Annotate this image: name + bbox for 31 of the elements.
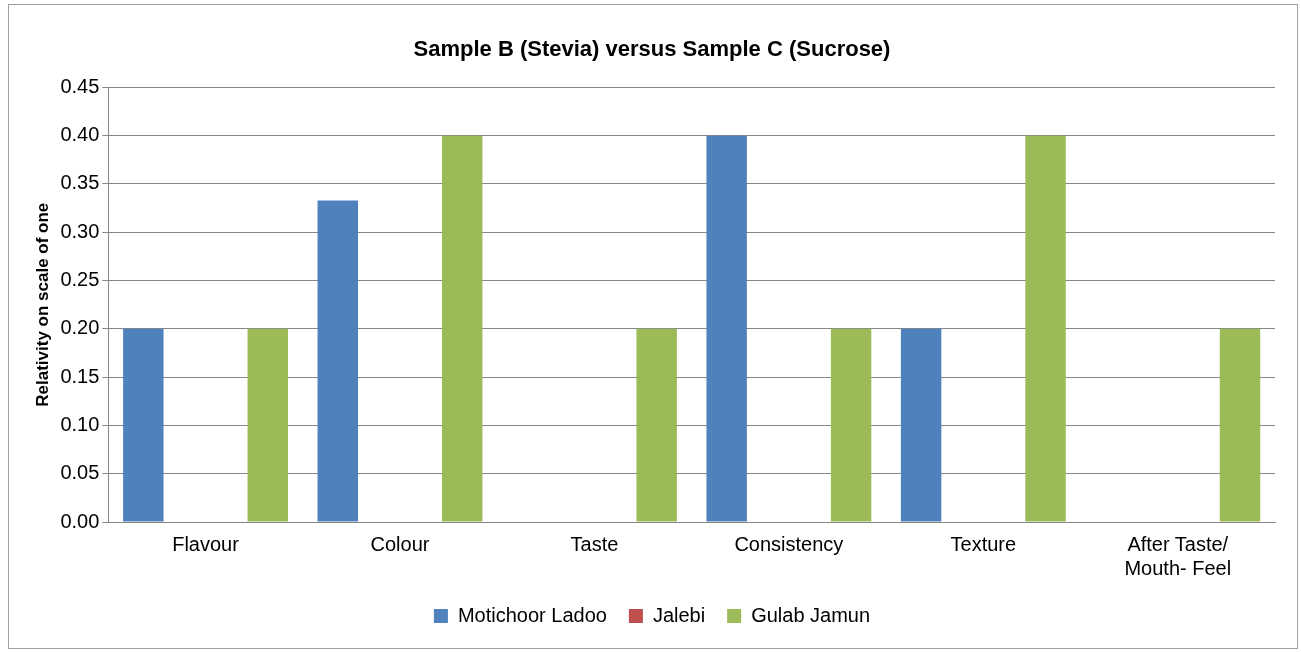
bar — [636, 328, 677, 522]
x-tick-label: Texture — [950, 532, 1017, 555]
bar — [1025, 135, 1066, 522]
x-tick-label: Consistency — [734, 532, 844, 555]
y-tick-label: 0.25 — [60, 268, 100, 291]
y-tick-label: 0.40 — [60, 123, 100, 146]
bar — [247, 328, 288, 522]
x-tick-label: After Taste/ Mouth- Feel — [1124, 532, 1232, 579]
x-tick-label: Flavour — [172, 532, 240, 555]
y-tick-label: 0.45 — [60, 74, 100, 97]
bar — [1219, 328, 1261, 522]
chart-title: Sample B (Stevia) versus Sample C (Sucrose) — [413, 36, 891, 62]
y-tick-label: 0.30 — [60, 219, 100, 242]
legend-label: Gulab Jamun — [751, 603, 871, 626]
y-tick-label: 0.10 — [60, 412, 100, 435]
y-tick-label: 0.00 — [60, 509, 100, 532]
y-tick-label: 0.05 — [60, 461, 100, 484]
bar — [123, 328, 164, 522]
y-tick-label: 0.15 — [60, 364, 100, 387]
y-tick-label: 0.20 — [60, 316, 100, 339]
bar — [706, 135, 747, 522]
legend-label: Jalebi — [652, 603, 706, 626]
x-tick-label: Taste — [570, 532, 619, 555]
y-axis-title: Relativity on scale of one — [32, 202, 52, 407]
bar — [442, 135, 483, 522]
bar — [317, 200, 358, 522]
bar — [900, 328, 942, 522]
y-tick-label: 0.35 — [60, 171, 100, 194]
x-tick-label: Colour — [370, 532, 430, 555]
bar — [830, 328, 872, 522]
legend-label: Motichoor Ladoo — [457, 603, 607, 626]
